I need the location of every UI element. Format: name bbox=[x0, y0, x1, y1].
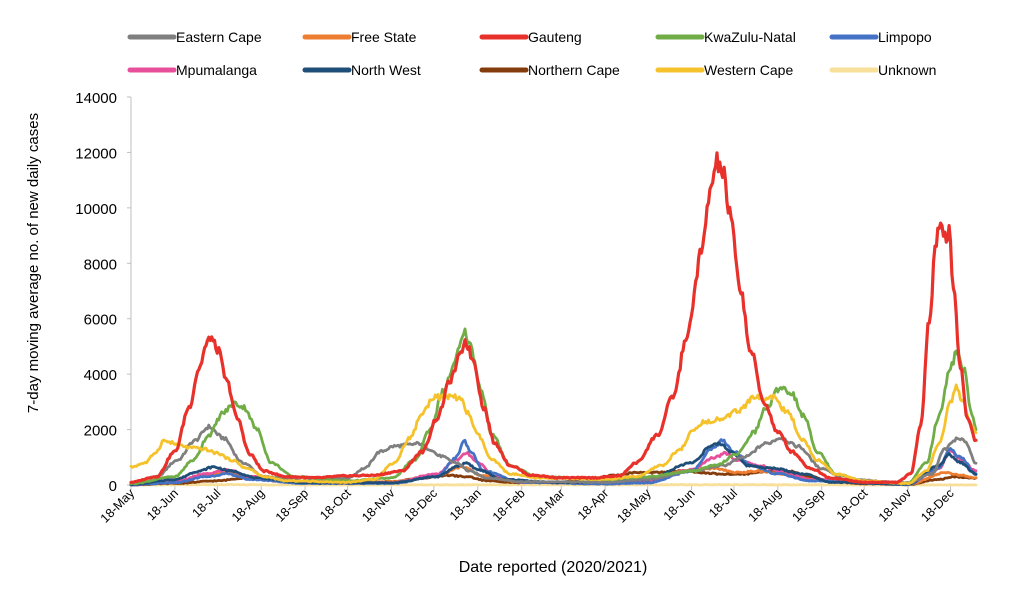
series-line-kwazulu-natal bbox=[129, 327, 978, 486]
legend-label-eastern-cape: Eastern Cape bbox=[176, 29, 262, 45]
y-tick-label: 12000 bbox=[75, 145, 117, 162]
series-line-gauteng bbox=[129, 151, 978, 485]
x-tick-label: 18-Jan bbox=[447, 486, 484, 523]
x-tick-label: 18-Sep bbox=[789, 486, 827, 524]
legend: Eastern Cape Free State Gauteng KwaZulu-Nat… bbox=[127, 29, 936, 78]
x-tick-label: 18-Jun bbox=[144, 486, 181, 523]
x-tick-label: 18-Jul bbox=[706, 486, 740, 520]
x-tick-label: 18-Feb bbox=[490, 486, 528, 524]
series-line-western-cape bbox=[129, 383, 978, 486]
x-tick-label: 18-Mar bbox=[530, 486, 568, 524]
legend-label-free-state: Free State bbox=[351, 29, 417, 45]
x-tick-label: 18-Jun bbox=[661, 486, 698, 523]
x-axis-title: Date reported (2020/2021) bbox=[459, 559, 648, 576]
y-axis-title: 7-day moving average no. of new daily ca… bbox=[25, 113, 42, 413]
legend-label-mpumalanga: Mpumalanga bbox=[176, 62, 257, 78]
y-tick-label: 6000 bbox=[84, 312, 117, 329]
legend-label-gauteng: Gauteng bbox=[528, 29, 582, 45]
legend-label-north-west: North West bbox=[351, 62, 421, 78]
legend-label-kwazulu-natal: KwaZulu-Natal bbox=[704, 29, 796, 45]
x-tick-label: 18-Oct bbox=[317, 486, 354, 523]
y-tick-label: 4000 bbox=[84, 367, 117, 384]
legend-label-unknown: Unknown bbox=[878, 62, 936, 78]
y-tick-label: 2000 bbox=[84, 423, 117, 440]
x-tick-label: 18-May bbox=[98, 486, 138, 526]
x-tick-label: 18-May bbox=[614, 486, 654, 526]
x-tick-label: 18-Aug bbox=[229, 486, 267, 524]
legend-label-northern-cape: Northern Cape bbox=[528, 62, 620, 78]
series-line-unknown bbox=[129, 483, 978, 487]
x-tick-label: 18-Aug bbox=[746, 486, 784, 524]
y-tick-label: 14000 bbox=[75, 90, 117, 107]
y-tick-label: 8000 bbox=[84, 256, 117, 273]
y-tick-label: 0 bbox=[109, 478, 117, 495]
x-axis: 18-May 18-Jun 18-Jul 18-Aug 18-Sep 18-Oct 18-N… bbox=[98, 484, 976, 526]
x-tick-label: 18-Sep bbox=[273, 486, 311, 524]
legend-label-limpopo: Limpopo bbox=[878, 29, 932, 45]
x-tick-label: 18-Nov bbox=[876, 486, 915, 525]
x-tick-label: 18-Oct bbox=[834, 486, 871, 523]
x-tick-label: 18-Apr bbox=[575, 486, 611, 522]
x-tick-label: 18-Dec bbox=[918, 486, 956, 524]
legend-label-western-cape: Western Cape bbox=[704, 62, 793, 78]
x-tick-label: 18-Dec bbox=[402, 486, 440, 524]
plot-area bbox=[129, 151, 978, 487]
x-tick-label: 18-Jul bbox=[189, 486, 223, 520]
x-tick-label: 18-Nov bbox=[359, 486, 398, 525]
y-axis: 0 2000 4000 6000 8000 10000 12000 14000 bbox=[75, 90, 132, 495]
y-tick-label: 10000 bbox=[75, 201, 117, 218]
